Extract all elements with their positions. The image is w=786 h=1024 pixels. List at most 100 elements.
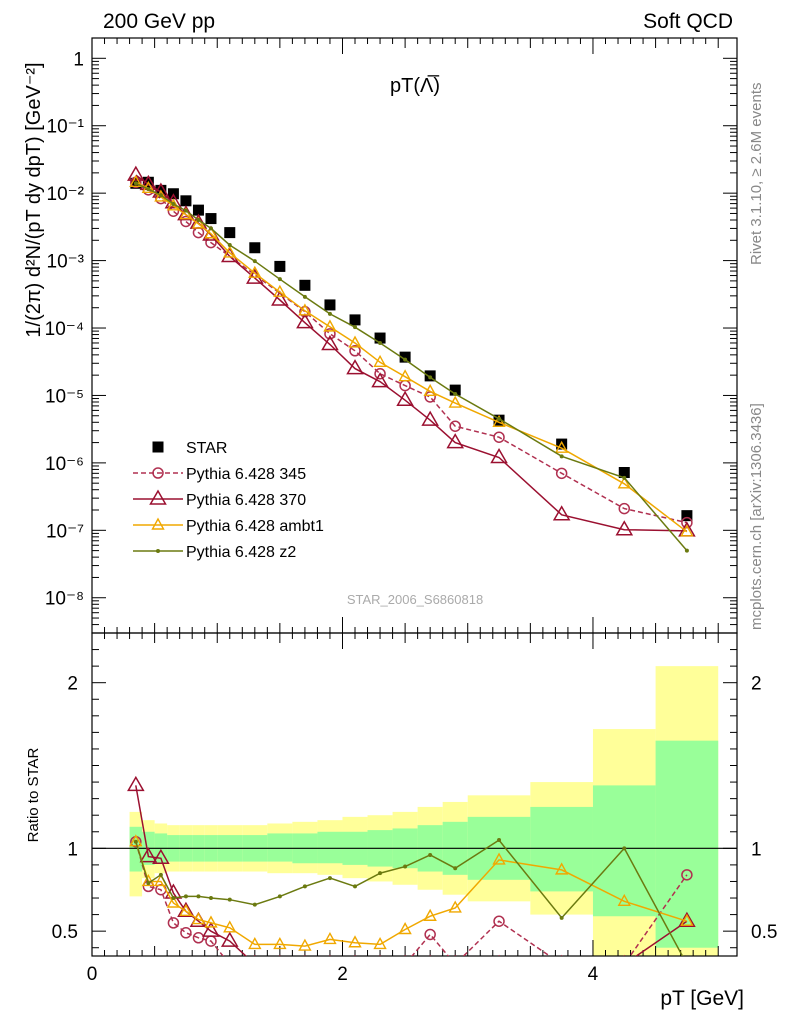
data-point-triangle-small: [423, 908, 437, 921]
side-text-bottom: mcplots.cern.ch [arXiv:1306.3436]: [748, 403, 765, 630]
data-point-square: [205, 213, 217, 225]
ratio-axes: 0 2 4 0.5 0.5 1 1 2 2: [52, 633, 777, 985]
data-point-square: [324, 299, 336, 311]
data-point-triangle-small: [179, 903, 193, 916]
data-point-dot: [378, 871, 383, 876]
data-point-triangle-small: [398, 369, 412, 382]
data-point-triangle-small: [423, 383, 437, 397]
data-point-triangle-small: [204, 915, 218, 928]
data-point-circle: [180, 927, 192, 939]
main-series: [127, 165, 696, 553]
data-point-dot: [158, 872, 163, 877]
data-point-triangle: [329, 954, 331, 956]
y-tick-label: 10⁻⁶: [45, 454, 84, 475]
data-point-triangle-small: [223, 920, 237, 933]
data-point-dot: [196, 894, 201, 899]
main-title: pT(Λ̅): [390, 74, 440, 97]
data-point-circle: [350, 959, 360, 969]
data-point-triangle-small: [373, 354, 387, 368]
data-point-triangle: [615, 520, 634, 536]
ratio-y-label: Ratio to STAR: [25, 747, 42, 842]
data-point-circle: [493, 431, 505, 443]
band-inner: [267, 833, 293, 862]
ratio-y-tick-label: 0.5: [52, 922, 78, 943]
data-point-dot: [183, 894, 188, 899]
data-point-circle: [493, 915, 505, 927]
data-point-triangle-small: [398, 922, 412, 935]
data-point-dot: [428, 852, 433, 857]
ratio-plot-frame: [91, 632, 738, 957]
data-point-circle: [250, 959, 260, 969]
data-point-dot: [453, 392, 458, 397]
data-point-triangle-small: [554, 862, 569, 875]
data-point-dot: [252, 259, 257, 264]
data-point-dot: [208, 226, 213, 231]
data-point-triangle-small: [248, 265, 262, 278]
data-point-dot: [156, 549, 160, 553]
data-point-circle: [681, 516, 693, 529]
legend-label: Pythia 6.428 370: [186, 492, 306, 509]
data-point-triangle: [321, 334, 339, 351]
data-point-circle: [618, 502, 631, 515]
band-inner: [129, 826, 143, 872]
x-tick-label: 4: [588, 964, 599, 985]
ratio-series: [127, 775, 696, 969]
data-point-triangle-small: [191, 216, 206, 229]
data-point-dot: [353, 884, 358, 889]
data-point-triangle: [346, 359, 364, 375]
data-point-circle: [167, 917, 180, 929]
data-point-circle: [192, 932, 205, 944]
data-point-circle: [152, 467, 164, 479]
data-point-square: [449, 384, 461, 396]
data-point-circle: [275, 959, 285, 969]
data-point-dot: [453, 866, 458, 871]
data-point-circle: [681, 869, 693, 881]
data-point-triangle: [421, 410, 439, 426]
y-tick-label: 10⁻²: [47, 184, 85, 205]
data-point-triangle-small: [273, 936, 287, 950]
ratio-y-tick-label: 1: [67, 839, 78, 860]
y-tick-label: 10⁻⁸: [45, 589, 84, 610]
data-point-triangle: [304, 954, 306, 956]
data-point-triangle: [139, 847, 158, 863]
data-point-dot: [277, 277, 282, 282]
data-point-triangle: [490, 448, 508, 464]
data-point-circle: [349, 345, 361, 357]
header-right: Soft QCD: [643, 10, 733, 33]
data-point-dot: [559, 454, 564, 459]
analysis-watermark: STAR_2006_S6860818: [347, 592, 483, 607]
data-point-dot: [171, 896, 176, 901]
header-left: 200 GeV pp: [103, 10, 215, 33]
data-point-triangle: [254, 954, 256, 956]
data-point-dot: [208, 896, 213, 901]
data-point-triangle-small: [191, 912, 206, 925]
data-point-triangle-small: [129, 834, 143, 847]
legend-label: STAR: [186, 440, 227, 457]
data-point-dot: [559, 915, 564, 920]
data-point-square: [399, 351, 411, 363]
data-point-triangle: [429, 954, 431, 956]
data-point-square: [180, 195, 192, 207]
band-inner: [317, 831, 343, 864]
data-point-triangle-small: [273, 284, 287, 297]
data-point-triangle-small: [680, 913, 694, 926]
ratio-y-tick-label: 2: [67, 674, 78, 695]
data-point-dot: [353, 325, 358, 330]
data-point-square: [224, 227, 236, 239]
data-point-dot: [146, 881, 151, 886]
data-point-circle: [400, 959, 410, 969]
data-point-dot: [158, 193, 163, 198]
data-point-circle: [375, 959, 385, 969]
legend-label: Pythia 6.428 ambt1: [186, 518, 324, 535]
data-point-dot: [622, 846, 627, 851]
data-point-triangle-small: [554, 440, 569, 453]
data-point-dot: [684, 548, 689, 553]
data-point-circle: [225, 959, 235, 969]
data-point-circle: [450, 959, 460, 969]
data-point-dot: [378, 340, 383, 345]
data-point-circle: [555, 467, 568, 480]
data-point-triangle-small: [298, 938, 312, 951]
data-point-dot: [403, 864, 408, 869]
legend-label: Pythia 6.428 z2: [186, 544, 296, 561]
data-point-circle: [180, 215, 192, 228]
